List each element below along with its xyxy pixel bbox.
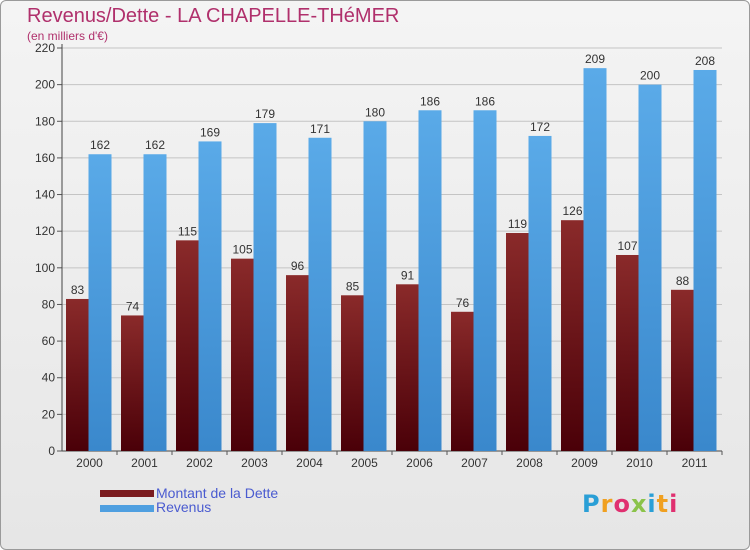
dette-bar bbox=[341, 295, 364, 451]
dette-bar bbox=[176, 240, 199, 451]
logo-letter: o bbox=[613, 490, 631, 518]
x-tick-label: 2003 bbox=[241, 456, 268, 470]
dette-bar bbox=[286, 275, 309, 451]
x-tick-label: 2011 bbox=[682, 456, 708, 470]
revenus-data-label: 208 bbox=[695, 54, 715, 68]
y-tick-label: 160 bbox=[35, 151, 55, 165]
dette-data-label: 96 bbox=[291, 259, 305, 273]
revenus-data-label: 162 bbox=[145, 138, 165, 152]
x-tick-label: 2005 bbox=[351, 456, 378, 470]
revenus-bar bbox=[363, 121, 387, 451]
y-tick-label: 40 bbox=[42, 371, 56, 385]
dette-bar bbox=[671, 289, 694, 451]
revenus-bar bbox=[418, 110, 442, 452]
x-tick-label: 2002 bbox=[186, 456, 213, 470]
dette-bar bbox=[616, 254, 639, 451]
dette-bar bbox=[231, 258, 254, 451]
y-tick-label: 180 bbox=[35, 114, 55, 128]
x-tick-label: 2001 bbox=[131, 456, 158, 470]
revenus-bar bbox=[693, 69, 717, 452]
y-tick-label: 80 bbox=[42, 297, 56, 311]
revenus-data-label: 180 bbox=[365, 105, 385, 119]
revenus-bar bbox=[638, 84, 662, 452]
revenus-bar bbox=[583, 68, 607, 452]
dette-data-label: 85 bbox=[346, 279, 360, 293]
revenus-bar bbox=[143, 154, 167, 451]
dette-data-label: 126 bbox=[562, 204, 582, 218]
logo-letter: r bbox=[600, 490, 614, 518]
legend-swatch-revenus bbox=[100, 505, 154, 512]
dette-bar bbox=[66, 298, 89, 451]
revenus-bar bbox=[473, 110, 497, 452]
revenus-data-label: 200 bbox=[640, 69, 660, 83]
logo-letter: i bbox=[647, 490, 657, 518]
x-tick-label: 2006 bbox=[406, 456, 433, 470]
x-tick-label: 2008 bbox=[516, 456, 543, 470]
revenus-data-label: 162 bbox=[90, 138, 110, 152]
dette-data-label: 76 bbox=[456, 296, 470, 310]
dette-data-label: 115 bbox=[178, 224, 197, 238]
logo-letter: P bbox=[582, 490, 601, 518]
y-tick-label: 20 bbox=[42, 407, 56, 421]
x-tick-label: 2010 bbox=[626, 456, 653, 470]
x-tick-label: 2000 bbox=[76, 456, 103, 470]
dette-data-label: 119 bbox=[508, 217, 527, 231]
revenus-bar bbox=[198, 141, 222, 451]
revenus-data-label: 186 bbox=[420, 94, 440, 108]
y-tick-label: 140 bbox=[35, 188, 55, 202]
dette-data-label: 74 bbox=[126, 299, 140, 313]
y-tick-label: 200 bbox=[35, 78, 55, 92]
chart-subtitle: (en milliers d'€) bbox=[27, 29, 108, 43]
revenus-data-label: 172 bbox=[530, 120, 550, 134]
x-tick-label: 2004 bbox=[296, 456, 323, 470]
dette-data-label: 107 bbox=[617, 239, 637, 253]
legend-swatch-dette bbox=[100, 490, 154, 497]
dette-bar bbox=[561, 220, 584, 451]
revenus-data-label: 186 bbox=[475, 94, 495, 108]
proxiti-logo: Proxiti bbox=[582, 490, 678, 518]
y-tick-label: 220 bbox=[35, 41, 55, 55]
revenus-bar bbox=[308, 137, 332, 451]
dette-data-label: 88 bbox=[676, 274, 690, 288]
logo-letter: t bbox=[656, 490, 670, 518]
dette-data-label: 105 bbox=[232, 243, 252, 257]
dette-bar bbox=[451, 311, 474, 451]
y-tick-label: 120 bbox=[35, 224, 55, 238]
x-tick-label: 2007 bbox=[461, 456, 488, 470]
revenus-bar bbox=[253, 123, 277, 451]
y-tick-label: 100 bbox=[35, 261, 55, 275]
dette-bar bbox=[396, 284, 419, 451]
revenus-data-label: 171 bbox=[310, 122, 330, 136]
logo-letter: i bbox=[669, 490, 679, 518]
legend-label-dette: Montant de la Dette bbox=[156, 485, 279, 501]
dette-data-label: 91 bbox=[401, 268, 415, 282]
legend-label-revenus: Revenus bbox=[156, 499, 212, 515]
revenus-data-label: 169 bbox=[200, 125, 220, 139]
chart-title: Revenus/Dette - LA CHAPELLE-THéMER bbox=[27, 5, 400, 27]
dette-data-label: 83 bbox=[71, 283, 85, 297]
revenus-bar bbox=[528, 135, 552, 451]
logo-letter: x bbox=[630, 490, 648, 518]
revenus-bar bbox=[88, 154, 112, 451]
y-tick-label: 60 bbox=[42, 334, 56, 348]
y-tick-label: 0 bbox=[48, 444, 55, 458]
dette-bar bbox=[506, 233, 529, 451]
revenus-data-label: 179 bbox=[255, 107, 275, 121]
revenus-data-label: 209 bbox=[585, 52, 605, 66]
x-tick-label: 2009 bbox=[571, 456, 598, 470]
dette-bar bbox=[121, 315, 144, 451]
